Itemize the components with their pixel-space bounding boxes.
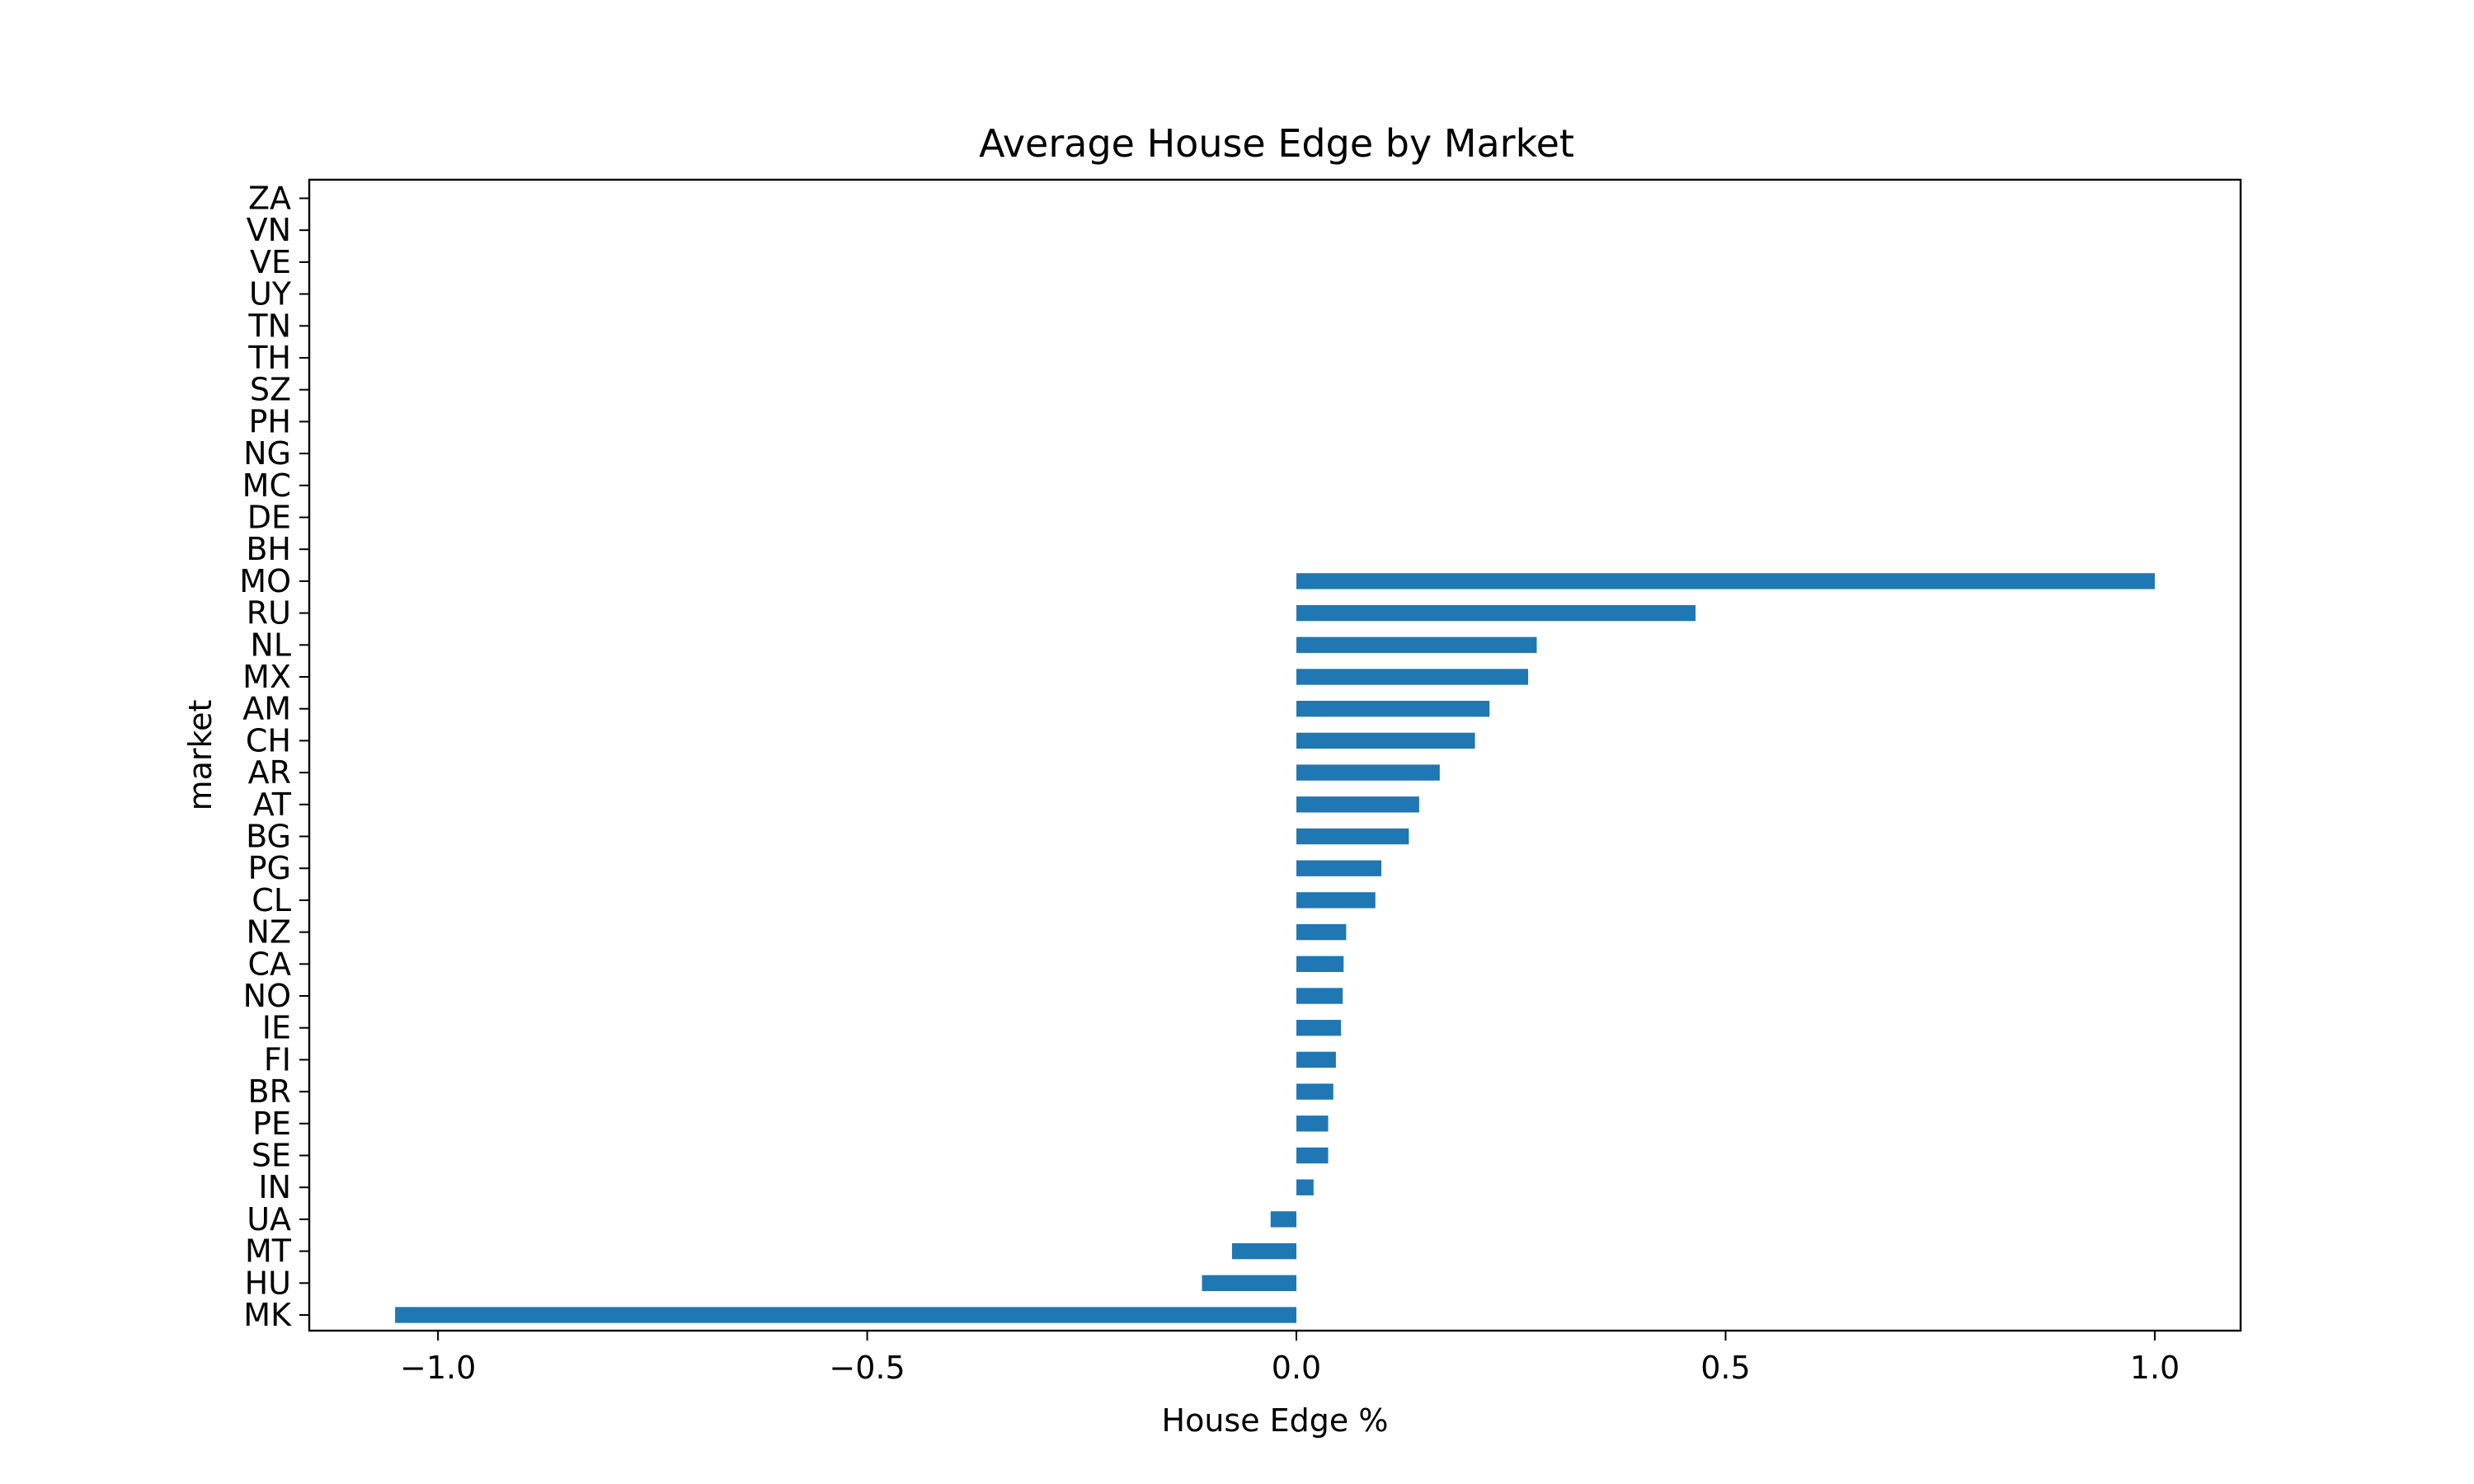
y-tick-label: UY <box>249 276 292 312</box>
bar-mt <box>1231 1242 1297 1260</box>
y-tick-label: MO <box>239 563 291 599</box>
bar-ie <box>1296 1020 1342 1036</box>
y-tick-label: ZA <box>248 181 291 217</box>
bar-fi <box>1296 1051 1336 1068</box>
bar-no <box>1296 988 1343 1004</box>
bar-hu <box>1202 1275 1297 1291</box>
x-tick-label: −1.0 <box>400 1350 476 1386</box>
y-tick-label: BH <box>246 531 291 567</box>
y-tick-label: CH <box>246 722 291 758</box>
y-tick-label: NO <box>243 978 291 1014</box>
y-tick-label: AR <box>248 754 291 791</box>
y-tick-label: RU <box>247 595 291 632</box>
y-tick-label: MX <box>242 659 291 695</box>
bar-ar <box>1296 764 1440 781</box>
bar-nz <box>1296 923 1347 941</box>
x-tick-label: 1.0 <box>2130 1350 2180 1386</box>
y-tick-label: CA <box>247 946 291 982</box>
bar-bg <box>1296 828 1409 845</box>
bar-pg <box>1296 860 1382 876</box>
y-tick-label: SE <box>252 1138 291 1174</box>
bar-nl <box>1296 636 1537 653</box>
bar-cl <box>1296 892 1376 909</box>
y-tick-label: NL <box>250 627 291 663</box>
bar-in <box>1296 1179 1314 1195</box>
y-tick-label: AM <box>242 691 291 727</box>
plot-frame <box>308 178 2242 1332</box>
y-tick-label: CL <box>252 882 291 918</box>
y-tick-label: IN <box>258 1169 291 1205</box>
y-tick-label: BG <box>246 819 291 855</box>
bar-se <box>1296 1147 1329 1164</box>
y-tick-label: VE <box>250 244 291 280</box>
y-tick-label: PG <box>248 850 291 886</box>
bar-ch <box>1296 732 1475 749</box>
y-axis-label: market <box>182 700 219 811</box>
y-tick-label: AT <box>253 787 292 823</box>
y-tick-label: DE <box>247 500 291 536</box>
bar-mx <box>1296 669 1529 685</box>
y-tick-label: SZ <box>250 372 291 408</box>
bar-ru <box>1296 604 1696 622</box>
y-tick-label: HU <box>245 1265 291 1301</box>
x-axis-label: House Edge % <box>1162 1402 1389 1439</box>
bar-pe <box>1296 1115 1329 1132</box>
y-tick-label: MT <box>245 1233 292 1270</box>
y-tick-label: NZ <box>247 914 291 951</box>
y-tick-label: MC <box>242 467 291 504</box>
y-tick-label: TH <box>247 340 291 376</box>
y-tick-label: BR <box>248 1073 291 1110</box>
y-tick-label: VN <box>247 212 291 248</box>
y-tick-label: IE <box>262 1010 291 1046</box>
bar-br <box>1296 1083 1333 1100</box>
bar-mk <box>395 1307 1297 1323</box>
y-tick-label: TN <box>247 308 291 344</box>
y-tick-label: PH <box>249 403 292 439</box>
chart-title: Average House Edge by Market <box>979 121 1574 166</box>
x-tick-label: −0.5 <box>829 1350 905 1386</box>
bar-am <box>1296 701 1490 717</box>
bar-ca <box>1296 956 1344 972</box>
x-tick-label: 0.0 <box>1272 1350 1321 1386</box>
y-tick-label: NG <box>243 435 291 472</box>
bar-ua <box>1270 1211 1297 1228</box>
y-tick-label: PE <box>252 1106 291 1142</box>
x-tick-label: 0.5 <box>1700 1350 1750 1386</box>
y-tick-label: MK <box>243 1297 292 1333</box>
y-tick-label: UA <box>247 1201 291 1237</box>
bar-at <box>1296 796 1419 813</box>
bar-mo <box>1296 573 2155 589</box>
y-tick-label: FI <box>264 1041 291 1078</box>
